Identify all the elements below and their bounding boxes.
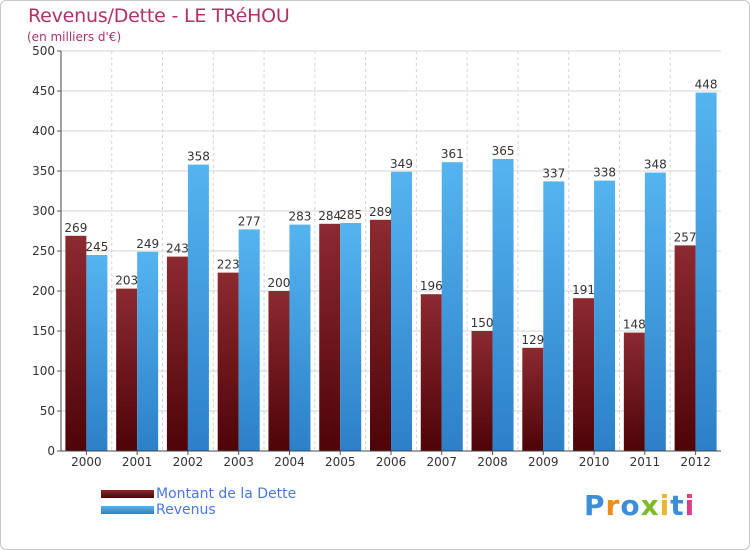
chart-subtitle: (en milliers d'€) xyxy=(27,30,122,44)
legend-label-dette: Montant de la Dette xyxy=(156,486,297,502)
x-tick-label: 2001 xyxy=(122,455,153,469)
data-label: 249 xyxy=(136,237,159,251)
data-label: 223 xyxy=(217,258,240,272)
x-tick-label: 2012 xyxy=(680,455,711,469)
bar-dette xyxy=(522,347,544,451)
data-label: 257 xyxy=(674,230,697,244)
data-label: 337 xyxy=(542,166,565,180)
data-label: 448 xyxy=(695,78,718,92)
x-tick-label: 2008 xyxy=(477,455,508,469)
bar-dette xyxy=(65,235,87,451)
bar-dette xyxy=(319,223,341,451)
x-tick-label: 2004 xyxy=(274,455,305,469)
logo-letter: i xyxy=(659,489,671,522)
x-tick-label: 2006 xyxy=(376,455,407,469)
logo-letter: o xyxy=(620,489,641,522)
data-label: 361 xyxy=(441,147,464,161)
bar-dette xyxy=(573,298,595,451)
data-label: 200 xyxy=(268,276,291,290)
legend-swatch-revenus xyxy=(101,506,154,514)
y-tick-label: 0 xyxy=(47,444,55,458)
data-label: 285 xyxy=(339,208,362,222)
bar-dette xyxy=(623,332,645,451)
bar-dette xyxy=(166,256,188,451)
bar-revenus xyxy=(289,224,311,451)
data-label: 338 xyxy=(593,166,616,180)
proxiti-logo: Proxiti xyxy=(584,489,695,522)
bar-revenus xyxy=(492,159,514,451)
y-tick-label: 450 xyxy=(32,84,55,98)
data-label: 277 xyxy=(238,214,261,228)
bar-revenus xyxy=(238,229,260,451)
bar-dette xyxy=(420,294,442,451)
chart-title: Revenus/Dette - LE TRéHOU xyxy=(28,5,290,27)
x-tick-label: 2011 xyxy=(630,455,661,469)
data-label: 358 xyxy=(187,150,210,164)
bar-dette xyxy=(370,219,391,451)
bar-revenus xyxy=(391,171,412,452)
data-label: 196 xyxy=(420,279,443,293)
y-tick-label: 500 xyxy=(32,44,55,58)
x-tick-label: 2003 xyxy=(223,455,254,469)
x-tick-label: 2009 xyxy=(528,455,559,469)
data-label: 245 xyxy=(85,240,108,254)
bar-revenus xyxy=(187,164,209,451)
x-tick-label: 2005 xyxy=(325,455,356,469)
bar-revenus xyxy=(644,172,666,451)
bar-revenus xyxy=(340,223,362,451)
bar-revenus xyxy=(695,92,717,451)
x-tick-label: 2007 xyxy=(426,455,457,469)
axes: 0 50 100 150 200 250 300 350 400 450 500 2000 2001 20… xyxy=(32,44,721,469)
legend-swatch-dette xyxy=(101,490,154,498)
logo-letter: P xyxy=(584,489,606,522)
bar-dette xyxy=(217,272,239,451)
y-tick-label: 350 xyxy=(32,164,55,178)
logo-letter: r xyxy=(605,489,621,522)
data-label: 365 xyxy=(492,144,515,158)
data-label: 284 xyxy=(318,209,341,223)
y-tick-label: 200 xyxy=(32,284,55,298)
logo-letter: i xyxy=(684,489,696,522)
data-label: 129 xyxy=(521,333,544,347)
logo-letter: t xyxy=(670,489,685,522)
bar-dette xyxy=(674,245,696,451)
bar-dette xyxy=(471,331,493,451)
data-label: 349 xyxy=(390,157,413,171)
logo-letter: x xyxy=(640,489,660,522)
data-label: 269 xyxy=(64,221,87,235)
data-label: 289 xyxy=(369,205,392,219)
y-tick-label: 150 xyxy=(32,324,55,338)
bar-revenus xyxy=(137,251,159,451)
x-tick-label: 2000 xyxy=(71,455,102,469)
y-tick-label: 50 xyxy=(40,404,55,418)
bar-revenus xyxy=(86,255,108,451)
data-label: 150 xyxy=(471,316,494,330)
data-label: 148 xyxy=(623,318,646,332)
bar-dette xyxy=(116,288,138,451)
y-tick-label: 300 xyxy=(32,204,55,218)
bar-revenus xyxy=(594,180,616,451)
data-label: 203 xyxy=(115,274,138,288)
data-label: 283 xyxy=(289,210,312,224)
bar-revenus xyxy=(441,162,463,451)
bar-revenus xyxy=(543,181,565,451)
bar-dette xyxy=(268,291,290,451)
legend-label-revenus: Revenus xyxy=(156,502,216,518)
y-tick-label: 400 xyxy=(32,124,55,138)
data-label: 191 xyxy=(572,283,595,297)
y-tick-label: 250 xyxy=(32,244,55,258)
x-tick-label: 2002 xyxy=(173,455,204,469)
data-label: 348 xyxy=(644,158,667,172)
x-tick-label: 2010 xyxy=(579,455,610,469)
y-tick-label: 100 xyxy=(32,364,55,378)
bars xyxy=(65,92,717,452)
data-label: 243 xyxy=(166,242,189,256)
